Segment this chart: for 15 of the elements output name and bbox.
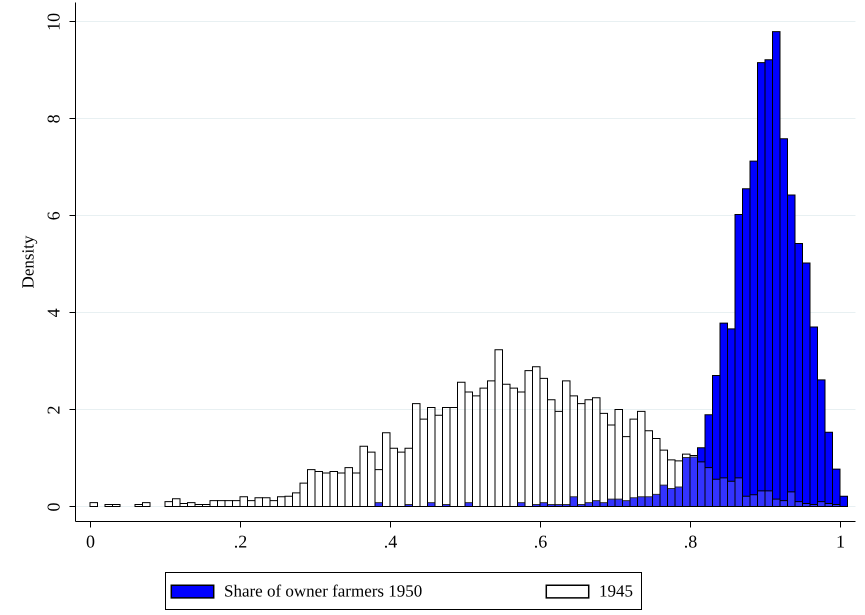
y-tick-label: 0 xyxy=(44,502,64,512)
x-tick-label: 1 xyxy=(836,532,845,552)
x-tick-label: .6 xyxy=(534,532,548,552)
legend-label: 1945 xyxy=(599,582,633,601)
x-tick-label: 0 xyxy=(86,532,95,552)
y-axis-title: Density xyxy=(18,235,38,288)
legend-label: Share of owner farmers 1950 xyxy=(224,582,422,601)
x-tick-label: .8 xyxy=(684,532,698,552)
y-tick-label: 8 xyxy=(44,114,64,124)
y-tick-label: 2 xyxy=(44,405,64,414)
y-tick-label: 10 xyxy=(44,12,64,31)
x-tick-label: .4 xyxy=(384,532,398,552)
x-tick-label: .2 xyxy=(234,532,248,552)
y-tick-label: 6 xyxy=(44,211,64,220)
y-tick-label: 4 xyxy=(44,308,64,318)
